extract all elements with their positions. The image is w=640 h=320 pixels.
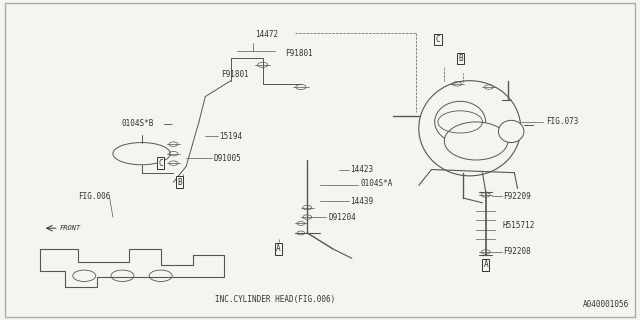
Text: A040001056: A040001056 xyxy=(583,300,629,309)
Ellipse shape xyxy=(499,120,524,142)
Text: 15194: 15194 xyxy=(220,132,243,141)
Text: 14439: 14439 xyxy=(351,197,374,206)
Text: D91204: D91204 xyxy=(328,212,356,222)
Ellipse shape xyxy=(419,81,521,176)
Text: FIG.073: FIG.073 xyxy=(546,117,579,126)
Text: A: A xyxy=(483,260,488,269)
Text: 14423: 14423 xyxy=(351,165,374,174)
Text: FRONT: FRONT xyxy=(60,225,81,231)
Text: D91005: D91005 xyxy=(214,154,241,163)
Text: F92209: F92209 xyxy=(503,192,531,201)
Text: B: B xyxy=(458,54,463,63)
Text: 14472: 14472 xyxy=(255,30,278,39)
Text: 0104S*A: 0104S*A xyxy=(360,179,392,188)
Text: FIG.006: FIG.006 xyxy=(78,192,110,201)
Text: F92208: F92208 xyxy=(503,247,531,257)
Ellipse shape xyxy=(435,101,486,142)
Text: C: C xyxy=(436,35,440,44)
Text: F91801: F91801 xyxy=(221,70,249,79)
FancyBboxPatch shape xyxy=(4,3,636,317)
Ellipse shape xyxy=(444,122,508,160)
Text: A: A xyxy=(276,244,281,253)
Text: B: B xyxy=(177,178,182,187)
Text: C: C xyxy=(158,159,163,168)
Text: H515712: H515712 xyxy=(503,220,535,229)
Text: 0104S*B: 0104S*B xyxy=(121,119,154,128)
Text: INC.CYLINDER HEAD(FIG.006): INC.CYLINDER HEAD(FIG.006) xyxy=(215,295,335,304)
Text: F91801: F91801 xyxy=(285,49,313,58)
